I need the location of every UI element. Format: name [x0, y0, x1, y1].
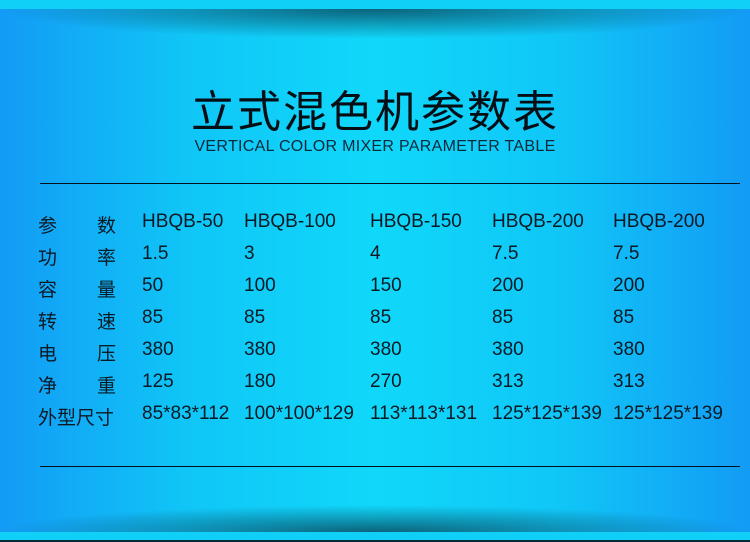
table-cell: 270	[370, 371, 402, 392]
row-label-text: 量	[96, 280, 116, 301]
table-cell: 125*125*139	[492, 403, 602, 424]
table-cell: 180	[244, 371, 276, 392]
table-row: 容量 50 100 150 200 200	[0, 275, 750, 303]
table-cell: 200	[613, 275, 645, 296]
row-label-text: 净	[38, 376, 58, 397]
table-row: 功率 1.5 3 4 7.5 7.5	[0, 243, 750, 271]
row-label-text: 重	[96, 376, 116, 397]
table-cell: 85	[492, 307, 514, 328]
row-label-text: 功	[38, 248, 58, 269]
top-bar	[0, 0, 750, 9]
table-row: 净重 125 180 270 313 313	[0, 371, 750, 399]
page-subtitle: VERTICAL COLOR MIXER PARAMETER TABLE	[194, 138, 556, 155]
row-label-text: 压	[96, 344, 116, 365]
table-cell: 380	[244, 339, 276, 360]
page-title: 立式混色机参数表	[191, 88, 559, 137]
row-label: 功率	[38, 243, 116, 270]
table-cell: 313	[613, 371, 645, 392]
table-cell: 85	[244, 307, 266, 328]
bottom-bar	[0, 532, 750, 540]
table-cell: 313	[492, 371, 524, 392]
table-cell: 85*83*112	[142, 403, 230, 424]
table-cell: 380	[370, 339, 402, 360]
row-label-text: 电	[38, 344, 58, 365]
table-cell: HBQB-50	[142, 211, 224, 232]
table-cell: 150	[370, 275, 402, 296]
row-label-text: 参	[38, 216, 58, 237]
row-label-text: 外型尺寸	[38, 408, 115, 429]
row-label: 净重	[38, 371, 116, 398]
table-cell: 113*113*131	[370, 403, 478, 424]
table-cell: 4	[370, 243, 381, 264]
table-cell: HBQB-200	[613, 211, 705, 232]
row-label: 外型尺寸	[38, 403, 116, 430]
top-divider	[40, 183, 740, 184]
table-cell: 85	[613, 307, 635, 328]
row-label-text: 速	[96, 312, 116, 333]
table-row: 外型尺寸 85*83*112 100*100*129 113*113*131 125*1…	[0, 403, 750, 431]
table-cell: HBQB-200	[492, 211, 584, 232]
table-cell: 200	[492, 275, 524, 296]
row-label-text: 率	[96, 248, 116, 269]
table-cell: 380	[142, 339, 174, 360]
table-cell: HBQB-100	[244, 211, 336, 232]
table-cell: 100	[244, 275, 276, 296]
row-label: 参数	[38, 211, 116, 238]
table-cell: 3	[244, 243, 255, 264]
top-shadow	[0, 9, 750, 39]
bottom-divider	[40, 466, 740, 467]
table-cell: 100*100*129	[244, 403, 354, 424]
table-cell: 50	[142, 275, 164, 296]
table-cell: 7.5	[613, 243, 640, 264]
table-cell: 1.5	[142, 243, 169, 264]
row-label: 容量	[38, 275, 116, 302]
table-cell: 85	[142, 307, 164, 328]
table-cell: 85	[370, 307, 392, 328]
table-cell: 125*125*139	[613, 403, 723, 424]
row-label-text: 容	[38, 280, 58, 301]
table-row: 电压 380 380 380 380 380	[0, 339, 750, 367]
table-cell: 380	[613, 339, 645, 360]
row-label: 转速	[38, 307, 116, 334]
bottom-line	[0, 540, 750, 542]
table-row: 参数 HBQB-50 HBQB-100 HBQB-150 HBQB-200 HBQB-20…	[0, 211, 750, 239]
table-cell: 125	[142, 371, 174, 392]
row-label: 电压	[38, 339, 116, 366]
table-cell: 380	[492, 339, 524, 360]
row-label-text: 转	[38, 312, 58, 333]
table-cell: 7.5	[492, 243, 519, 264]
table-cell: HBQB-150	[370, 211, 462, 232]
bottom-shadow	[0, 505, 750, 532]
row-label-text: 数	[96, 216, 116, 237]
table-row: 转速 85 85 85 85 85	[0, 307, 750, 335]
